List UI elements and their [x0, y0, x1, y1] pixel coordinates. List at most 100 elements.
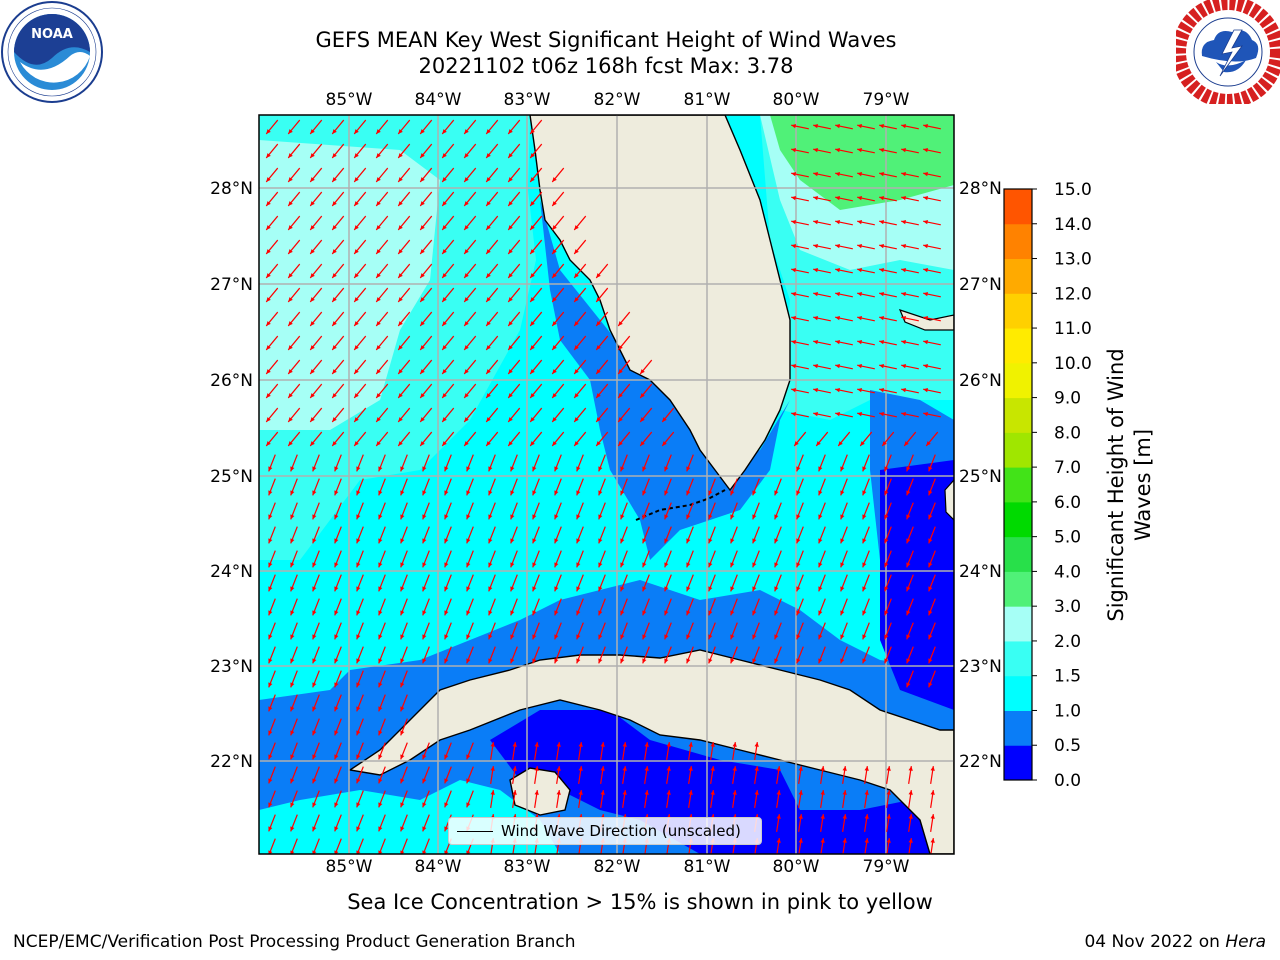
- wave-arrow-head: [879, 363, 885, 369]
- wave-arrow-head: [510, 586, 515, 592]
- wave-arrow-head: [930, 838, 935, 843]
- wave-arrow-head: [730, 514, 735, 520]
- wave-arrow-head: [288, 297, 293, 302]
- wave-arrow-head: [886, 790, 891, 795]
- wave-arrow-head: [708, 538, 713, 544]
- florida-landmass: [529, 115, 791, 492]
- wave-arrow-head: [686, 514, 691, 520]
- wave-arrow-head: [686, 538, 691, 544]
- wave-arrow-head: [596, 441, 601, 446]
- wave-arrow-head: [644, 790, 649, 795]
- wave-arrow-head: [488, 586, 493, 592]
- wave-arrow-head: [312, 562, 317, 568]
- wave-arrow-head: [290, 778, 295, 784]
- wave-arrow-head: [266, 249, 271, 254]
- wave-arrow-head: [400, 658, 405, 664]
- wave-arrow-head: [556, 742, 561, 747]
- wave-arrow-head: [488, 466, 493, 472]
- wave-arrow-head: [334, 538, 339, 544]
- wave-arrow-head: [686, 610, 691, 616]
- wave-arrow-head: [901, 291, 907, 297]
- wave-arrow-head: [835, 411, 841, 417]
- wave-arrow-head: [288, 441, 293, 446]
- wave-arrow-head: [466, 490, 471, 496]
- wave-arrow-head: [598, 658, 603, 664]
- wave-arrow-head: [774, 538, 779, 544]
- wave-arrow-head: [664, 514, 669, 520]
- wave-arrow-head: [901, 219, 907, 225]
- wave-arrow-head: [420, 129, 425, 134]
- wave-arrow-head: [354, 153, 359, 158]
- wave-arrow-head: [574, 417, 579, 422]
- lat-label-right: 25°N: [959, 467, 1002, 487]
- wave-arrow-head: [288, 201, 293, 206]
- wave-arrow-head: [688, 742, 693, 747]
- wave-arrow-head: [688, 790, 693, 795]
- wave-arrow-head: [422, 562, 427, 568]
- wave-arrow-head: [857, 123, 863, 129]
- wave-arrow-head: [596, 393, 601, 398]
- wave-arrow-head: [554, 466, 559, 472]
- wave-arrow-head: [552, 177, 557, 182]
- wave-arrow-head: [622, 790, 627, 795]
- wave-arrow-head: [442, 393, 447, 398]
- wave-arrow-head: [530, 273, 535, 278]
- wave-arrow-head: [488, 634, 493, 640]
- wave-arrow-head: [310, 201, 315, 206]
- wave-arrow-head: [398, 177, 403, 182]
- wave-arrow-head: [791, 195, 797, 201]
- wave-arrow-head: [268, 586, 273, 592]
- wave-arrow-head: [598, 562, 603, 568]
- wave-arrow-head: [901, 243, 907, 249]
- wave-arrow-head: [354, 273, 359, 278]
- colorbar-tick-label: 5.0: [1054, 528, 1081, 548]
- wave-arrow-head: [774, 634, 779, 640]
- wave-arrow-head: [266, 393, 271, 398]
- wave-arrow-head: [334, 490, 339, 496]
- footer-date: 04 Nov 2022 on Hera: [1084, 932, 1266, 952]
- wave-arrow-head: [530, 321, 535, 326]
- wave-arrow-head: [906, 586, 911, 592]
- wave-arrow-head: [928, 562, 933, 568]
- colorbar-tick-label: 1.0: [1054, 701, 1081, 721]
- wave-arrow-head: [796, 634, 801, 640]
- wave-arrow-head: [752, 658, 757, 664]
- wave-arrow-head: [464, 441, 469, 446]
- wave-arrow-head: [530, 441, 535, 446]
- wave-arrow-head: [906, 682, 911, 688]
- wave-arrow-head: [923, 363, 929, 369]
- lon-label-bottom: 82°W: [594, 857, 641, 877]
- lon-label-top: 79°W: [863, 90, 910, 110]
- wave-arrow-head: [862, 658, 867, 664]
- wave-arrow-head: [923, 219, 929, 225]
- lon-label-top: 82°W: [594, 90, 641, 110]
- wave-arrow-head: [310, 441, 315, 446]
- wave-arrow-head: [268, 682, 273, 688]
- wave-arrow-head: [290, 850, 295, 854]
- wave-arrow-head: [818, 562, 823, 568]
- wave-arrow-head: [354, 393, 359, 398]
- wave-arrow-head: [356, 490, 361, 496]
- wave-arrow-head: [332, 417, 337, 422]
- wave-arrow-head: [400, 586, 405, 592]
- wave-arrow-head: [312, 490, 317, 496]
- wave-arrow-head: [288, 369, 293, 374]
- wave-arrow-head: [400, 466, 405, 472]
- wave-arrow-head: [901, 147, 907, 153]
- wave-arrow-head: [862, 586, 867, 592]
- wave-arrow-head: [332, 393, 337, 398]
- wave-arrow-head: [879, 387, 885, 393]
- wave-arrow-head: [901, 171, 907, 177]
- wave-arrow-head: [796, 658, 801, 664]
- chart-subtitle: 20221102 t06z 168h fcst Max: 3.78: [418, 54, 794, 78]
- wave-arrow-head: [530, 249, 535, 254]
- wave-arrow-head: [266, 225, 271, 230]
- wave-arrow-head: [708, 514, 713, 520]
- wave-arrow-head: [842, 838, 847, 843]
- wave-arrow-head: [552, 369, 557, 374]
- wave-arrow-head: [422, 634, 427, 640]
- wave-arrow-head: [466, 850, 471, 854]
- wave-arrow-head: [835, 363, 841, 369]
- wave-arrow-head: [310, 297, 315, 302]
